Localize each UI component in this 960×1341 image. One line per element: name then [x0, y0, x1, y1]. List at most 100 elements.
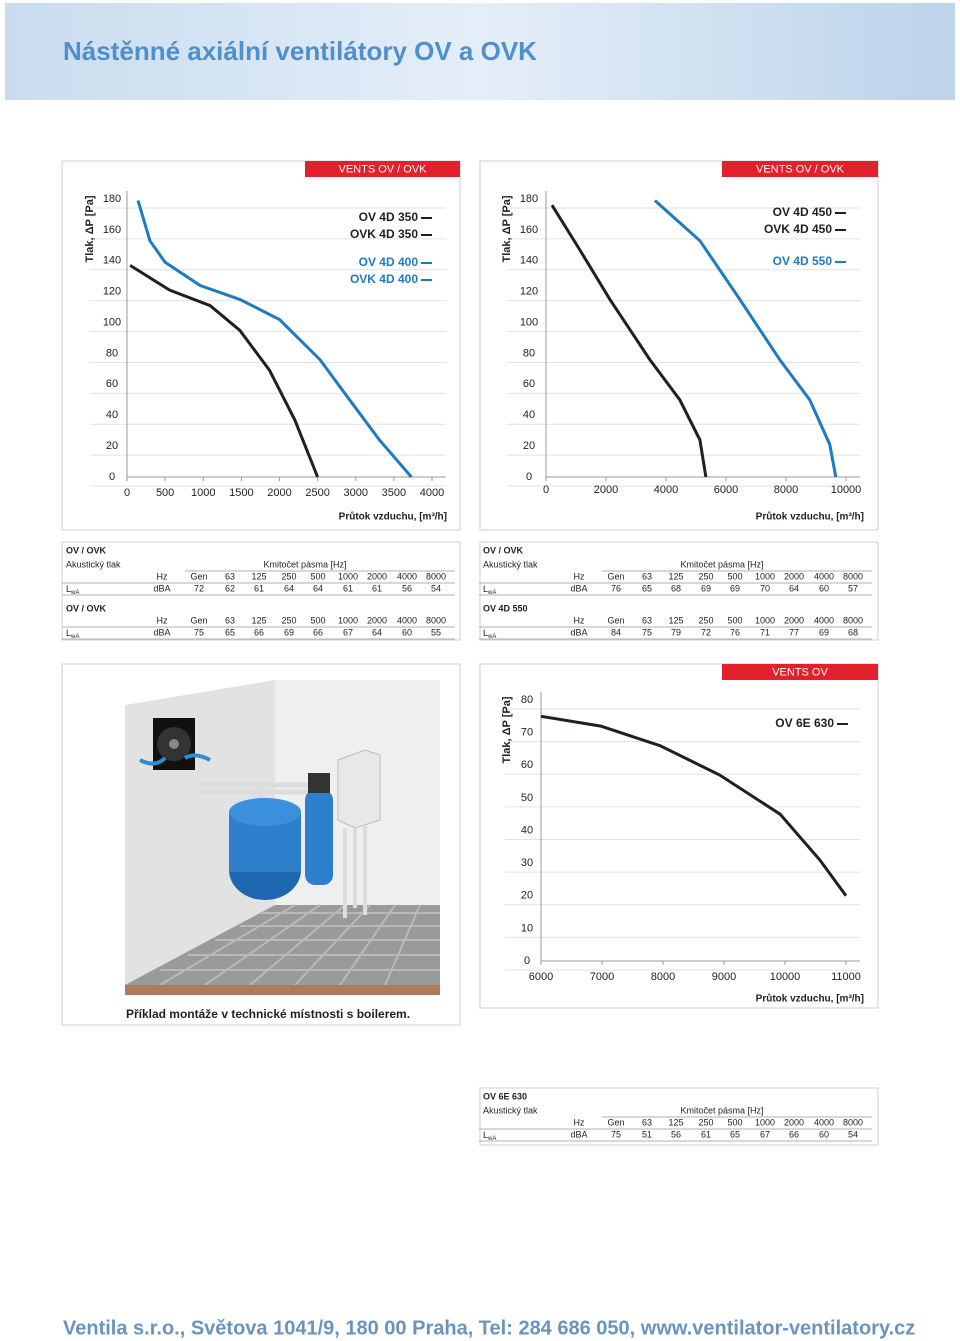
table-cell: 62 [225, 583, 235, 593]
table-header-cell: 125 [251, 615, 266, 625]
x-tick-label: 9000 [712, 971, 736, 983]
illustration [125, 680, 440, 995]
table-cell: 57 [848, 583, 858, 593]
table-cell: 68 [848, 627, 858, 637]
table-cell: 76 [730, 627, 740, 637]
table-cell: 76 [611, 583, 621, 593]
badge-text: VENTS OV / OVK [338, 163, 427, 175]
table-header-cell: 1000 [755, 615, 775, 625]
y-tick-label: 100 [520, 316, 538, 328]
table-cell: 69 [730, 583, 740, 593]
table-cell: 51 [642, 1129, 652, 1139]
y-tick-label: 40 [521, 824, 533, 836]
y-tick-label: 180 [103, 193, 121, 205]
table-title: OV 4D 550 [483, 603, 528, 613]
table-cell: dBA [153, 627, 170, 637]
table-header-cell: Hz [157, 571, 168, 581]
table-header-cell: 2000 [367, 615, 387, 625]
x-tick-label: 1000 [191, 487, 215, 499]
table-header-cell: 2000 [784, 1117, 804, 1127]
x-axis-title: Průtok vzduchu, [m³/h] [756, 511, 864, 523]
legend-label: OVK 4D 350 [350, 227, 418, 241]
table-band: Kmitočet pásma [Hz] [680, 559, 763, 569]
table-cell: 56 [671, 1129, 681, 1139]
table-cell: 54 [848, 1129, 858, 1139]
legend-label: OV 6E 630 [775, 716, 834, 730]
table-header-cell: 8000 [843, 571, 863, 581]
table-cell: 65 [730, 1129, 740, 1139]
table-header-cell: 125 [668, 571, 683, 581]
y-tick-label: 60 [521, 759, 533, 771]
y-tick-label: 80 [106, 347, 118, 359]
table-header-cell: 8000 [426, 615, 446, 625]
table-header-cell: 8000 [843, 1117, 863, 1127]
table-header-cell: 250 [698, 615, 713, 625]
y-tick-label: 100 [103, 316, 121, 328]
row-label-main: L [483, 628, 488, 638]
series-line [129, 264, 319, 478]
table-cell: 66 [313, 627, 323, 637]
x-axis-title: Průtok vzduchu, [m³/h] [756, 993, 864, 1005]
table-row-label: LwA [483, 1130, 496, 1141]
table-header-cell: 250 [281, 615, 296, 625]
legend-label: OVK 4D 400 [350, 272, 418, 286]
table-cell: 69 [284, 627, 294, 637]
row-label-sub: wA [70, 590, 79, 596]
y-tick-label: 70 [521, 727, 533, 739]
x-tick-label: 6000 [529, 971, 553, 983]
table-cell: 69 [701, 583, 711, 593]
table-header-cell: 63 [642, 1117, 652, 1127]
footer: Ventila s.r.o., Světova 1041/9, 180 00 P… [63, 1317, 915, 1339]
y-tick-label: 80 [523, 347, 535, 359]
table-header-cell: Hz [574, 1117, 585, 1127]
table-header-cell: Hz [574, 571, 585, 581]
table-header-cell: Hz [574, 615, 585, 625]
page-title: Nástěnné axiální ventilátory OV a OVK [63, 36, 537, 66]
x-tick-label: 2000 [594, 484, 618, 496]
table-header-cell: 250 [698, 1117, 713, 1127]
x-tick-label: 2000 [267, 487, 291, 499]
table-header-cell: 500 [310, 571, 325, 581]
table-header-cell: Gen [190, 571, 207, 581]
table-subtitle: Akustický tlak [483, 559, 538, 569]
table-header-cell: 500 [727, 615, 742, 625]
table-row-label: LwA [66, 628, 79, 639]
table-cell: 77 [789, 627, 799, 637]
table-header-cell: Gen [607, 615, 624, 625]
row-label-sub: wA [487, 1136, 496, 1142]
x-tick-label: 11000 [831, 971, 861, 983]
table-cell: 65 [642, 583, 652, 593]
table-title: OV / OVK [66, 545, 107, 555]
y-tick-label: 180 [520, 193, 538, 205]
y-tick-label: 60 [523, 378, 535, 390]
table-header-cell: 125 [668, 1117, 683, 1127]
table-title: OV / OVK [483, 545, 524, 555]
table-header-cell: 1000 [338, 615, 358, 625]
table-header-cell: 4000 [397, 615, 417, 625]
x-tick-label: 0 [124, 487, 130, 499]
table-subtitle: Akustický tlak [66, 559, 121, 569]
table-header-cell: 2000 [784, 615, 804, 625]
y-tick-label: 120 [520, 286, 538, 298]
table-header-cell: Gen [607, 1117, 624, 1127]
x-tick-label: 0 [543, 484, 549, 496]
row-label-main: L [483, 1130, 488, 1140]
y-tick-label: 50 [521, 792, 533, 804]
table-header-cell: 500 [727, 1117, 742, 1127]
table-cell: 64 [284, 583, 294, 593]
table-cell: 75 [611, 1129, 621, 1139]
y-tick-label: 140 [520, 255, 538, 267]
figure-caption: Příklad montáže v technické místnosti s … [126, 1007, 410, 1021]
x-tick-label: 1500 [229, 487, 253, 499]
y-axis-title: Tlak, ΔP [Pa] [501, 696, 513, 763]
y-tick-label: 0 [526, 471, 532, 483]
y-tick-label: 0 [524, 955, 530, 967]
y-tick-label: 60 [106, 378, 118, 390]
badge-text: VENTS OV [772, 666, 828, 678]
table-header-cell: 8000 [426, 571, 446, 581]
table-band: Kmitočet pásma [Hz] [680, 1105, 763, 1115]
table-header-cell: 250 [698, 571, 713, 581]
badge [722, 664, 878, 680]
table-cell: 60 [819, 583, 829, 593]
y-tick-label: 10 [521, 922, 533, 934]
